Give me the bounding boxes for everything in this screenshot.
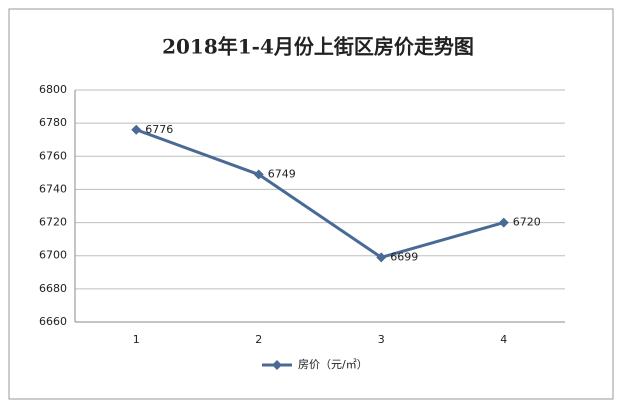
chart-frame — [8, 8, 614, 400]
point-marker — [253, 169, 264, 180]
x-tick-label: 1 — [133, 333, 140, 346]
point-marker — [131, 124, 142, 135]
data-label: 6749 — [268, 168, 296, 181]
y-tick-label: 6700 — [39, 249, 67, 262]
legend-label: 房价（元/㎡） — [298, 358, 368, 371]
y-tick-label: 6740 — [39, 182, 67, 195]
x-tick-label: 3 — [378, 333, 385, 346]
y-tick-label: 6720 — [39, 216, 67, 229]
data-label: 6699 — [390, 250, 418, 263]
y-tick-label: 6680 — [39, 282, 67, 295]
x-tick-label: 2 — [255, 333, 262, 346]
chart-title: 2018年1-4月份上街区房价走势图 — [162, 35, 474, 59]
point-marker — [376, 252, 387, 263]
legend-marker — [272, 360, 282, 370]
y-tick-label: 6800 — [39, 83, 67, 96]
x-tick-label: 4 — [500, 333, 507, 346]
data-label: 6776 — [145, 123, 173, 136]
y-tick-label: 6760 — [39, 149, 67, 162]
series-line — [135, 128, 505, 260]
y-tick-label: 6660 — [39, 315, 67, 328]
point-marker — [498, 217, 509, 228]
y-tick-label: 6780 — [39, 116, 67, 129]
data-label: 6720 — [513, 216, 541, 229]
